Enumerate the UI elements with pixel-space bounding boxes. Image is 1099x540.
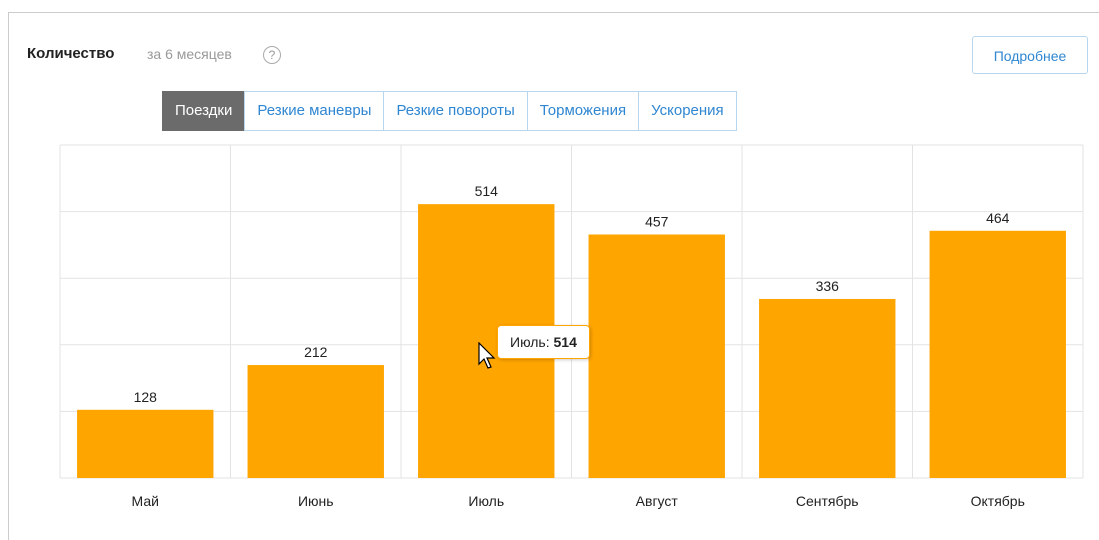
data-label: 457 bbox=[645, 214, 669, 230]
bar bbox=[759, 298, 896, 478]
tooltip-value: 514 bbox=[553, 334, 577, 350]
data-label: 128 bbox=[134, 389, 158, 405]
bar bbox=[929, 230, 1066, 478]
data-label: 514 bbox=[475, 183, 499, 199]
data-label: 212 bbox=[304, 344, 328, 360]
x-tick-label: Октябрь bbox=[971, 493, 1025, 509]
tooltip-label: Июль: bbox=[510, 334, 550, 350]
x-tick-label: Август bbox=[636, 493, 679, 509]
help-icon[interactable]: ? bbox=[263, 46, 281, 64]
x-tick-label: Июль bbox=[468, 493, 504, 509]
title: Количество bbox=[27, 45, 115, 62]
tab[interactable]: Поездки bbox=[162, 91, 246, 131]
data-label: 464 bbox=[986, 210, 1010, 226]
data-label: 336 bbox=[816, 278, 840, 294]
bar bbox=[77, 409, 214, 478]
x-tick-label: Сентябрь bbox=[796, 493, 859, 509]
x-tick-label: Май bbox=[132, 493, 159, 509]
details-button[interactable]: Подробнее bbox=[972, 36, 1088, 74]
subtitle: за 6 месяцев bbox=[147, 46, 232, 62]
x-tick-label: Июнь bbox=[298, 493, 334, 509]
panel bbox=[8, 12, 1099, 540]
cursor bbox=[478, 342, 496, 369]
bar bbox=[588, 234, 725, 478]
bar bbox=[247, 365, 384, 478]
tabs: Поездки Резкие маневры Резкие повороты Торм… bbox=[162, 91, 737, 131]
tooltip: Июль: 514 bbox=[497, 325, 590, 359]
tab[interactable]: Ускорения bbox=[638, 91, 737, 131]
